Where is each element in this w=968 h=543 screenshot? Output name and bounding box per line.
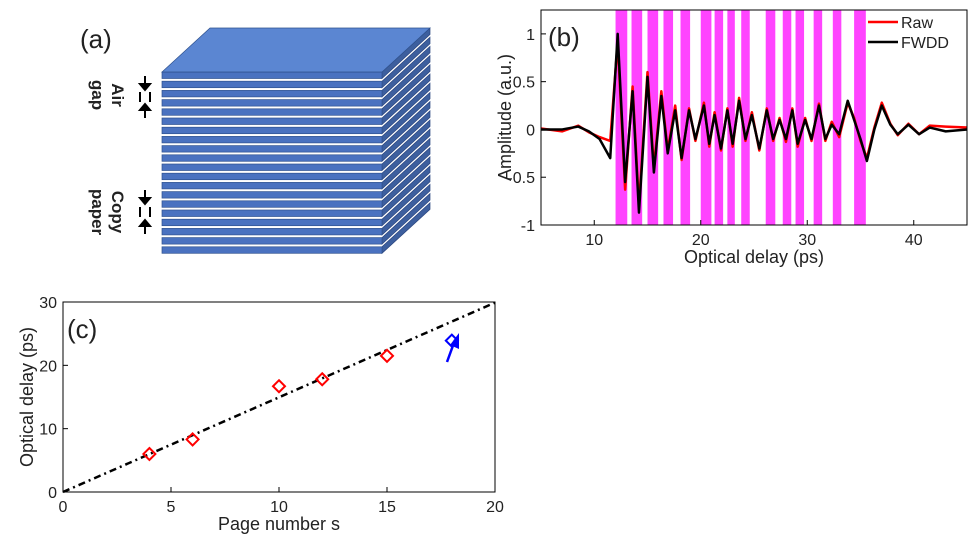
x-tick-label: 15	[378, 499, 396, 516]
layer-front	[161, 163, 383, 171]
shaded-band	[854, 10, 866, 225]
shaded-band	[813, 10, 823, 225]
panel-label: (a)	[80, 24, 112, 54]
y-tick-label: 0	[526, 122, 535, 139]
x-tick-label: 5	[167, 499, 176, 516]
layer-front	[161, 237, 383, 245]
data-point	[141, 446, 157, 462]
panel-label: (c)	[67, 314, 97, 344]
layer-front	[161, 99, 383, 107]
shaded-band	[631, 10, 643, 225]
layer-front	[161, 145, 383, 153]
layer-top	[161, 27, 431, 73]
x-axis-label: Page number s	[218, 514, 340, 534]
air-gap-label: Air gap	[88, 80, 127, 110]
shaded-band	[832, 10, 842, 225]
layer-front	[161, 108, 383, 116]
shaded-band	[727, 10, 735, 225]
y-tick-label: 30	[39, 295, 57, 312]
label-line: Air	[108, 83, 127, 107]
y-tick-label: 10	[39, 422, 57, 439]
shaded-band	[647, 10, 659, 225]
label-line: paper	[88, 189, 107, 236]
layer-front	[161, 136, 383, 144]
shaded-band	[782, 10, 792, 225]
layer-front	[161, 80, 383, 89]
legend-label: Raw	[901, 15, 933, 32]
y-tick-label: 1	[526, 27, 535, 44]
layer-front	[161, 71, 383, 79]
x-tick-label: 20	[486, 499, 504, 516]
shaded-band	[795, 10, 805, 225]
x-axis-label: Optical delay (ps)	[684, 247, 824, 267]
panel-label: (b)	[548, 22, 580, 52]
layer-front	[161, 126, 383, 135]
data-point	[444, 333, 460, 349]
layer-front	[161, 191, 383, 199]
layer-front	[161, 200, 383, 208]
layer-front	[161, 117, 383, 125]
y-tick-label: -0.5	[507, 170, 535, 187]
shaded-band	[680, 10, 691, 225]
x-tick-label: 0	[59, 499, 68, 516]
x-tick-label: 40	[905, 232, 923, 249]
x-tick-label: 30	[798, 232, 816, 249]
data-point	[271, 378, 287, 394]
y-axis-label: Amplitude (a.u.)	[495, 54, 515, 181]
y-tick-label: 0	[48, 485, 57, 502]
shaded-band	[765, 10, 776, 225]
axes-frame	[540, 9, 968, 226]
layer-front	[161, 154, 383, 162]
layer-front	[161, 172, 383, 181]
y-tick-label: 20	[39, 358, 57, 375]
data-point	[379, 348, 395, 364]
label-line: gap	[88, 80, 107, 110]
data-line	[541, 32, 968, 214]
shaded-band	[714, 10, 724, 225]
x-tick-label: 10	[270, 499, 288, 516]
data-point	[314, 371, 330, 387]
data-point	[185, 432, 201, 447]
shaded-band	[663, 10, 674, 225]
x-tick-label: 20	[692, 232, 710, 249]
y-tick-label: 0.5	[513, 75, 535, 92]
layer-front	[161, 246, 383, 254]
layer-front	[161, 90, 383, 98]
legend-label: FWDD	[901, 35, 949, 52]
shaded-band	[741, 10, 750, 225]
x-tick-label: 10	[585, 232, 603, 249]
label-line: Copy	[108, 191, 127, 234]
copy-paper-label: Copy paper	[88, 189, 127, 236]
gap-markers	[137, 76, 153, 234]
layer-front	[161, 182, 383, 190]
paper-stack	[161, 27, 431, 255]
layer-front	[161, 218, 383, 227]
y-tick-label: -1	[521, 218, 535, 235]
fit-line	[62, 301, 496, 494]
y-axis-label: Optical delay (ps)	[17, 327, 37, 467]
layer-front	[161, 228, 383, 236]
layer-front	[161, 209, 383, 217]
